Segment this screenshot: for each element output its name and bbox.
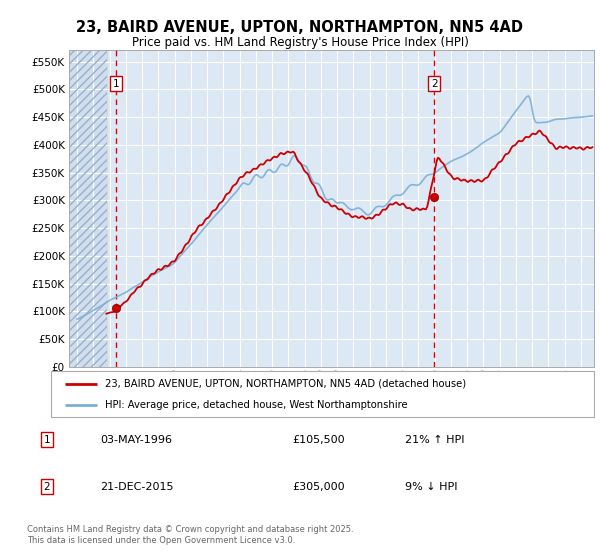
Text: 21-DEC-2015: 21-DEC-2015	[100, 482, 174, 492]
Text: 21% ↑ HPI: 21% ↑ HPI	[405, 435, 464, 445]
Text: 23, BAIRD AVENUE, UPTON, NORTHAMPTON, NN5 4AD (detached house): 23, BAIRD AVENUE, UPTON, NORTHAMPTON, NN…	[106, 379, 466, 389]
Text: 9% ↓ HPI: 9% ↓ HPI	[405, 482, 457, 492]
Text: 2: 2	[43, 482, 50, 492]
Text: Contains HM Land Registry data © Crown copyright and database right 2025.
This d: Contains HM Land Registry data © Crown c…	[27, 525, 353, 545]
Text: 2: 2	[431, 79, 437, 88]
Text: £105,500: £105,500	[292, 435, 345, 445]
Bar	[69, 50, 107, 367]
Text: £305,000: £305,000	[292, 482, 345, 492]
Text: HPI: Average price, detached house, West Northamptonshire: HPI: Average price, detached house, West…	[106, 400, 408, 410]
Bar	[69, 50, 107, 367]
Text: 1: 1	[43, 435, 50, 445]
Text: 23, BAIRD AVENUE, UPTON, NORTHAMPTON, NN5 4AD: 23, BAIRD AVENUE, UPTON, NORTHAMPTON, NN…	[77, 20, 523, 35]
Text: 1: 1	[112, 79, 119, 88]
Bar	[69, 50, 107, 367]
Text: 03-MAY-1996: 03-MAY-1996	[100, 435, 172, 445]
Text: Price paid vs. HM Land Registry's House Price Index (HPI): Price paid vs. HM Land Registry's House …	[131, 36, 469, 49]
FancyBboxPatch shape	[51, 371, 594, 417]
